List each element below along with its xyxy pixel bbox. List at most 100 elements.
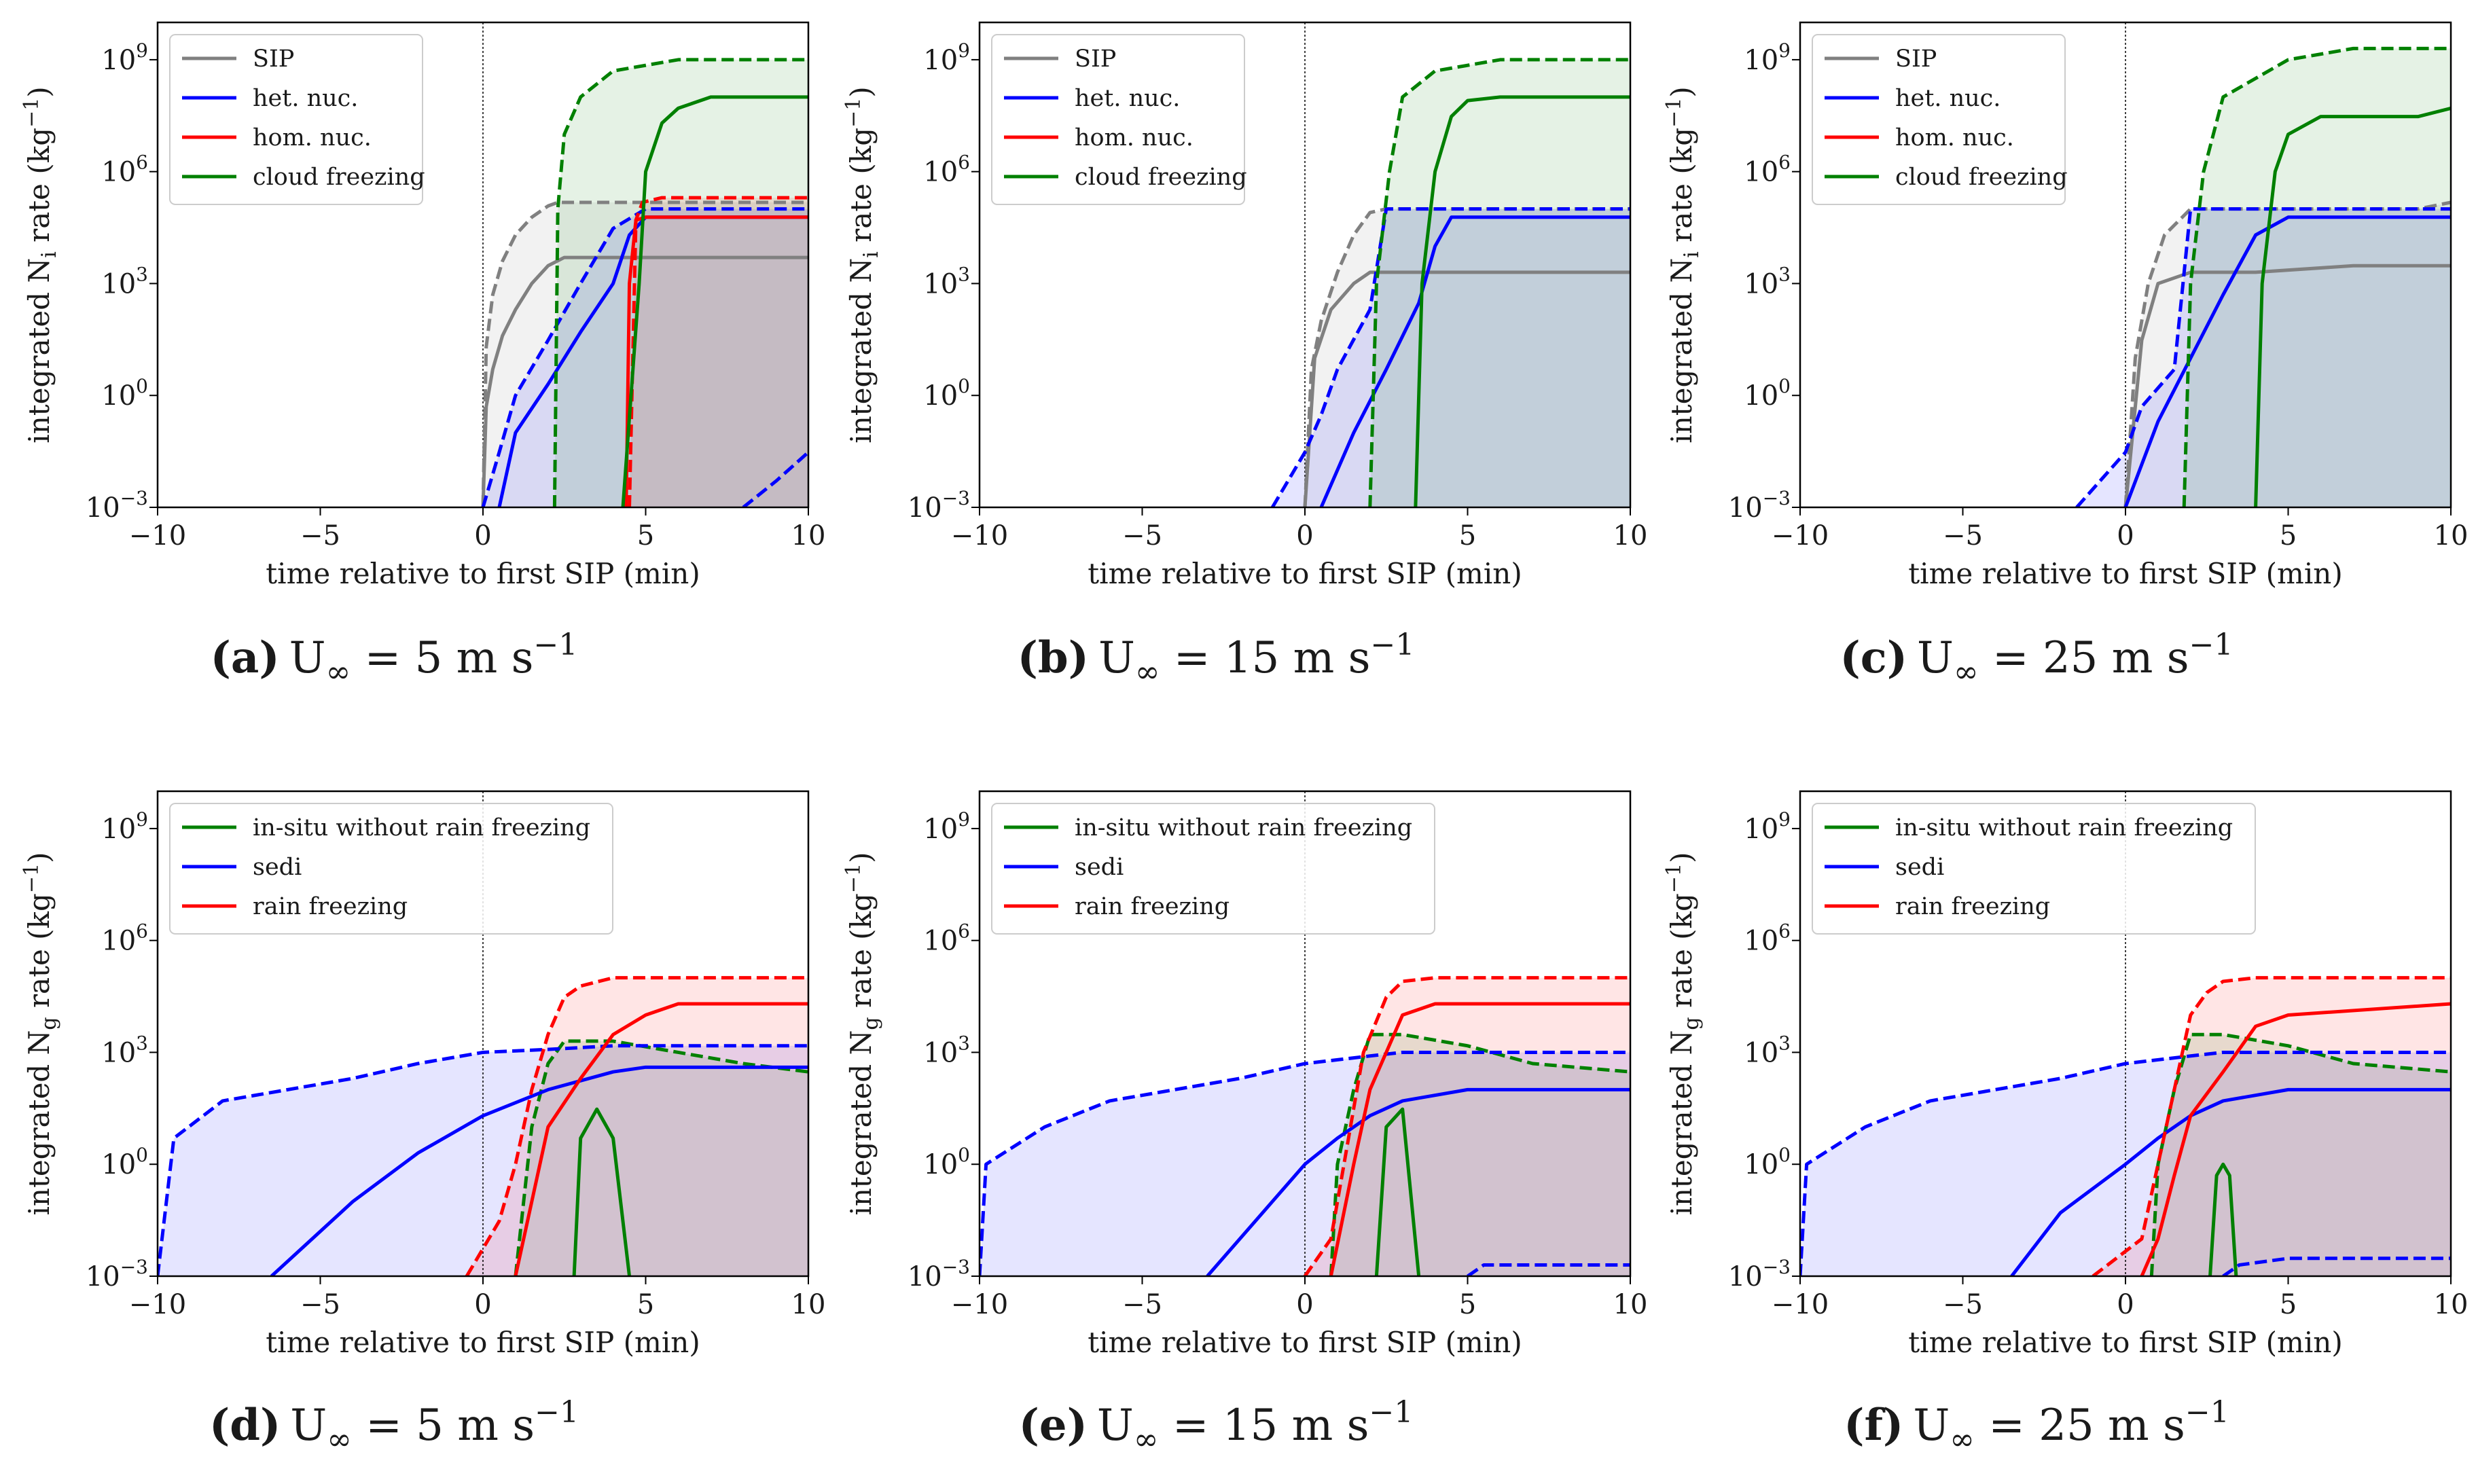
y-tick-label: 100 <box>1744 375 1791 412</box>
legend-label-sip: SIP <box>1075 46 1116 73</box>
series-line-sedi-solid-2 <box>1206 1087 1630 1276</box>
series-fill-sip-1 <box>483 202 808 507</box>
legend-box <box>1812 34 2066 205</box>
y-axis-label: integrated Ni rate (kg−1) <box>20 86 61 443</box>
legend: SIP het. nuc. hom. nuc. cloud freezing <box>991 34 1247 205</box>
x-axis-label: time relative to first SIP (min) <box>1908 1326 2342 1359</box>
series-line-insitu-solid-0 <box>572 1107 632 1276</box>
x-tick-label: −10 <box>129 520 186 551</box>
x-tick-label: 5 <box>2280 1289 2297 1320</box>
series-line-het-solid-2 <box>1319 215 1630 507</box>
y-tick-label: 109 <box>1744 39 1791 76</box>
legend-label-sip: SIP <box>253 46 294 73</box>
plot-area <box>2075 22 2451 507</box>
series-line-sedi-dashed-4 <box>2222 1256 2451 1276</box>
series-fill-cloud-5 <box>1369 59 1630 507</box>
y-tick-label: 103 <box>1744 263 1791 300</box>
series-fill-insitu-1 <box>1331 1034 1630 1276</box>
x-tick-label: −5 <box>300 1289 340 1320</box>
x-tick-label: 10 <box>2434 520 2469 551</box>
x-tick-label: −5 <box>1122 1289 1162 1320</box>
y-tick-label: 106 <box>923 920 970 957</box>
series-line-het-dashed-3 <box>481 207 808 507</box>
series-fill-het-3 <box>2077 209 2451 507</box>
series-fill-sip-1 <box>1305 209 1630 507</box>
series-fill-sip-1 <box>2125 202 2451 507</box>
series-line-cloud-solid-7 <box>621 95 808 507</box>
legend-label-het: het. nuc. <box>1895 85 2000 112</box>
y-tick-label: 100 <box>923 375 970 412</box>
series-line-sip-solid-0 <box>481 255 808 507</box>
legend-label-hom: hom. nuc. <box>1895 124 2014 151</box>
y-tick-label: 109 <box>923 39 970 76</box>
series-line-cloud-dashed-8 <box>552 58 808 507</box>
x-tick-label: −10 <box>129 1289 186 1320</box>
x-tick-label: 0 <box>1296 520 1313 551</box>
y-tick-label: 10−3 <box>86 1256 148 1292</box>
legend-label-rain: rain freezing <box>253 893 408 920</box>
legend-label-het: het. nuc. <box>253 85 358 112</box>
y-tick-label: 106 <box>101 151 148 188</box>
y-tick-label: 106 <box>923 151 970 188</box>
y-axis-label: integrated Ng rate (kg−1) <box>1662 852 1704 1215</box>
legend: SIP het. nuc. hom. nuc. cloud freezing <box>1812 34 2068 205</box>
x-tick-label: 0 <box>2117 1289 2134 1320</box>
series-line-cloud-solid-4 <box>1414 95 1630 507</box>
y-tick-label: 109 <box>101 39 148 76</box>
legend-label-hom: hom. nuc. <box>1075 124 1194 151</box>
caption-b: (b) U∞ = 15 m s−1 <box>1018 628 1415 689</box>
legend-label-cloud: cloud freezing <box>1895 164 2068 191</box>
panel-a: −10 −5 0 5 10 109 106 103 100 10−3 time relative t… <box>20 21 826 590</box>
series-fill-rain-5 <box>467 977 808 1276</box>
x-axis-label: time relative to first SIP (min) <box>1088 557 1522 590</box>
legend-label-cloud: cloud freezing <box>253 164 425 191</box>
x-tick-label: −10 <box>1772 1289 1829 1320</box>
series-line-rain-solid-5 <box>1329 1002 1630 1276</box>
series-line-rain-dashed-6 <box>1303 976 1630 1276</box>
panel-b: −10 −5 0 5 10 109 106 103 100 10−3 time relative t… <box>842 21 1647 590</box>
series-line-het-dashed-3 <box>2075 207 2451 507</box>
y-axis-label: integrated Ng rate (kg−1) <box>20 852 61 1215</box>
y-axis-label: integrated Ni rate (kg−1) <box>842 86 883 443</box>
legend-label-rain: rain freezing <box>1895 893 2050 920</box>
series-line-het-solid-2 <box>2123 215 2451 507</box>
y-tick-label: 10−3 <box>86 487 148 524</box>
x-tick-label: 5 <box>1459 1289 1476 1320</box>
y-tick-label: 103 <box>923 263 970 300</box>
caption-f: (f) U∞ = 25 m s−1 <box>1844 1395 2229 1457</box>
series-fill-sedi-3 <box>158 1045 808 1276</box>
series-fill-het-3 <box>1272 209 1630 507</box>
series-line-insitu-solid-0 <box>2208 1162 2238 1276</box>
x-tick-label: 10 <box>791 520 826 551</box>
y-tick-label: 10−3 <box>908 487 970 524</box>
x-axis-label: time relative to first SIP (min) <box>1908 557 2342 590</box>
series-line-rain-dashed-6 <box>2092 976 2451 1276</box>
x-tick-label: 0 <box>474 1289 491 1320</box>
series-line-sip-dashed-1 <box>481 200 808 507</box>
x-tick-label: 5 <box>637 1289 654 1320</box>
series-fill-het-3 <box>483 209 808 507</box>
y-tick-label: 103 <box>1744 1032 1791 1068</box>
series-line-sedi-dashed-3 <box>1800 1050 2451 1276</box>
legend: in-situ without rain freezing sedi rain fr… <box>169 803 613 935</box>
y-tick-label: 10−3 <box>1728 487 1791 524</box>
series-line-sedi-solid-2 <box>270 1065 808 1276</box>
x-tick-label: −10 <box>951 1289 1008 1320</box>
legend: in-situ without rain freezing sedi rain fr… <box>1812 803 2256 935</box>
legend: SIP het. nuc. hom. nuc. cloud freezing <box>169 34 425 205</box>
x-axis-label: time relative to first SIP (min) <box>266 1326 700 1359</box>
y-tick-label: 106 <box>1744 920 1791 957</box>
y-axis-label: integrated Ng rate (kg−1) <box>842 852 883 1215</box>
plot-area <box>1270 22 1630 507</box>
series-line-sedi-dashed-4 <box>1467 1263 1630 1276</box>
series-fill-cloud-8 <box>554 59 808 507</box>
y-tick-label: 109 <box>923 808 970 845</box>
x-tick-label: 5 <box>1459 520 1476 551</box>
legend-label-het: het. nuc. <box>1075 85 1180 112</box>
plot-area <box>980 791 1630 1276</box>
panel-c: −10 −5 0 5 10 109 106 103 100 10−3 time relative t… <box>1662 21 2469 590</box>
legend-box <box>169 34 423 205</box>
series-fill-insitu-1 <box>2151 1034 2451 1276</box>
x-tick-label: −10 <box>1772 520 1829 551</box>
